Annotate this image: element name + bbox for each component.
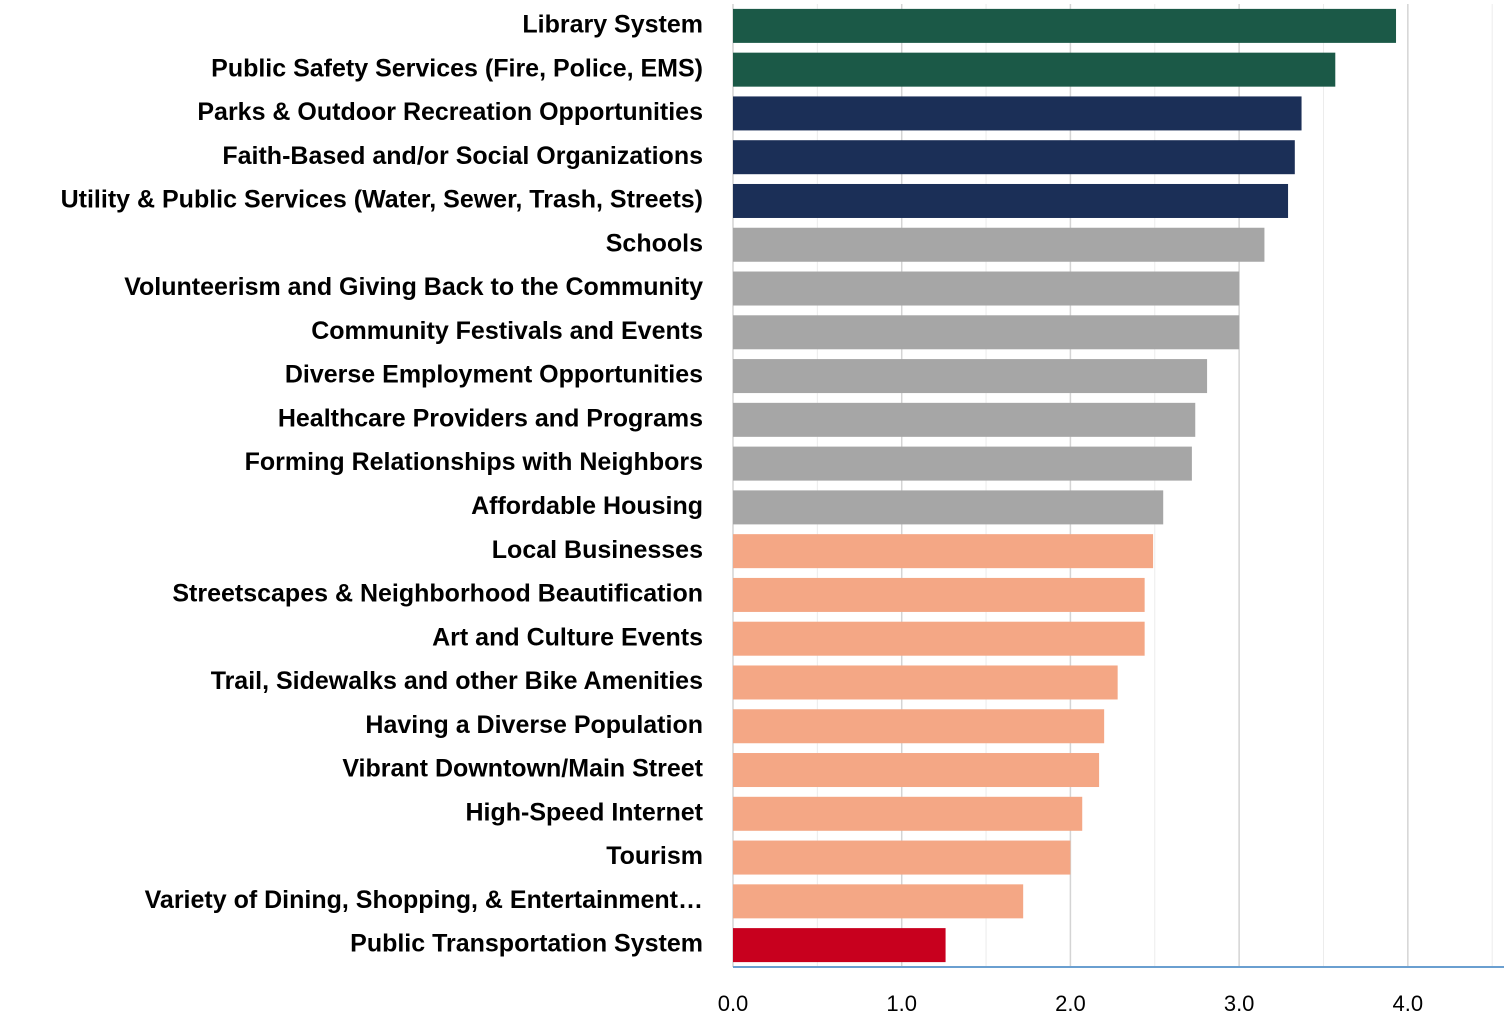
bar: [733, 709, 1105, 744]
y-tick-label: Trail, Sidewalks and other Bike Amenitie…: [211, 667, 703, 695]
x-tick-label: 1.0: [886, 991, 917, 1016]
y-tick-label: Affordable Housing: [471, 492, 703, 520]
y-tick-label: Art and Culture Events: [432, 623, 703, 651]
bar: [733, 271, 1240, 306]
bar: [733, 665, 1118, 700]
y-tick-label: Community Festivals and Events: [311, 317, 703, 345]
bar: [733, 446, 1192, 481]
y-tick-label: Public Safety Services (Fire, Police, EM…: [211, 54, 703, 82]
x-tick-label: 4.0: [1393, 991, 1424, 1016]
y-tick-label: Diverse Employment Opportunities: [285, 361, 703, 389]
y-tick-label: Streetscapes & Neighborhood Beautificati…: [172, 580, 703, 608]
x-tick-label: 2.0: [1055, 991, 1086, 1016]
bar: [733, 96, 1302, 131]
y-tick-label: Forming Relationships with Neighbors: [245, 448, 703, 476]
bar: [733, 796, 1083, 831]
bar: [733, 577, 1145, 612]
bar: [733, 490, 1164, 525]
y-tick-label: Parks & Outdoor Recreation Opportunities: [197, 98, 703, 126]
bar: [733, 534, 1154, 569]
y-tick-label: Library System: [522, 10, 703, 38]
bar: [733, 52, 1336, 87]
bar: [733, 884, 1024, 919]
bar: [733, 140, 1295, 175]
bar: [733, 928, 946, 963]
bar: [733, 621, 1145, 656]
x-tick-label: 0.0: [718, 991, 749, 1016]
bar: [733, 753, 1100, 788]
y-tick-label: Volunteerism and Giving Back to the Comm…: [124, 273, 703, 301]
y-tick-label: Having a Diverse Population: [365, 711, 703, 739]
y-tick-label: Faith-Based and/or Social Organizations: [222, 142, 703, 170]
bar: [733, 359, 1208, 394]
x-tick-label: 3.0: [1224, 991, 1255, 1016]
bar: [733, 315, 1240, 350]
y-tick-label: Public Transportation System: [350, 930, 703, 958]
y-tick-label: Tourism: [606, 842, 703, 870]
bar: [733, 183, 1289, 218]
bar: [733, 402, 1196, 437]
y-tick-label: Schools: [606, 229, 703, 257]
bar: [733, 8, 1397, 43]
y-tick-label: Healthcare Providers and Programs: [278, 404, 703, 432]
y-tick-label: Vibrant Downtown/Main Street: [342, 755, 703, 783]
y-tick-label: High-Speed Internet: [465, 798, 703, 826]
bar: [733, 840, 1071, 875]
bar: [733, 227, 1265, 262]
y-tick-label: Utility & Public Services (Water, Sewer,…: [61, 186, 703, 214]
y-tick-label: Variety of Dining, Shopping, & Entertain…: [145, 886, 703, 914]
y-tick-label: Local Businesses: [492, 536, 703, 564]
